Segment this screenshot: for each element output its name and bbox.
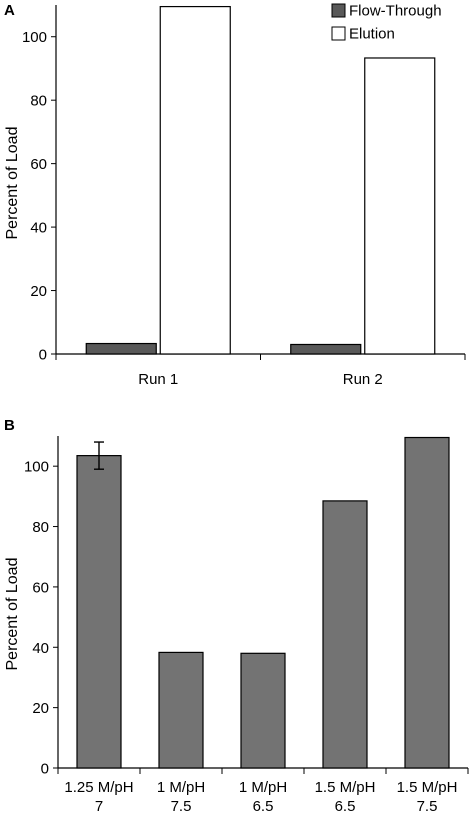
bar-condition-2	[158, 651, 204, 769]
panel-a-y-tick-label: 20	[30, 283, 47, 300]
panel-b-x-tick-label: 1 M/pH	[157, 779, 205, 796]
panel-b-y-tick-label: 40	[32, 640, 49, 657]
panel-a-y-tick-label: 100	[22, 29, 47, 46]
panel-b-x-tick-label: 7	[95, 798, 103, 815]
panel-b-x-tick-label: 6.5	[253, 798, 274, 815]
legend-label-flow-through: Flow-Through	[349, 3, 442, 20]
panel-a-legend: Flow-Through Elution	[331, 3, 442, 43]
legend-swatch-elution	[331, 26, 346, 41]
bar-flow-through-run-2	[290, 343, 362, 355]
panel-b-y-tick-label: 20	[32, 700, 49, 717]
legend-swatch-flow-through	[331, 3, 346, 18]
panel-a-x-tick-label: Run 2	[343, 371, 383, 388]
panel-a-y-tick-label: 40	[30, 220, 47, 237]
panel-b-x-tick-label: 1 M/pH	[239, 779, 287, 796]
panel-b-y-tick-label: 100	[24, 459, 49, 476]
panel-a-y-axis-label: Percent of Load	[4, 127, 21, 240]
panel-b-x-tick-label: 6.5	[335, 798, 356, 815]
panel-b-x-tick-label: 1.25 M/pH	[64, 779, 133, 796]
panel-b-chart: B Percent of Load 0 20 40 60 80 100 1.25 M/pH 7…	[4, 417, 469, 815]
panel-a-y-tick-label: 0	[39, 347, 47, 364]
bar-condition-4	[322, 500, 368, 769]
panel-b-y-tick-label: 0	[41, 761, 49, 778]
panel-a-y-tick-label: 60	[30, 156, 47, 173]
panel-b-y-tick-label: 60	[32, 579, 49, 596]
panel-b-x-tick-label: 1.5 M/pH	[397, 779, 458, 796]
panel-b-y-tick-label: 80	[32, 519, 49, 536]
panel-a-chart: A Percent of Load Flow-Through Elution 0…	[4, 2, 466, 388]
bar-condition-3	[240, 652, 286, 769]
panel-a-y-tick-label: 80	[30, 93, 47, 110]
panel-b-label: B	[4, 417, 15, 434]
bar-elution-run-2	[364, 57, 436, 355]
bar-elution-run-1	[159, 5, 231, 355]
panel-b-x-tick-label: 1.5 M/pH	[315, 779, 376, 796]
panel-b-x-tick-label: 7.5	[171, 798, 192, 815]
panel-b-y-axis-label: Percent of Load	[4, 558, 21, 671]
panel-b-x-tick-label: 7.5	[417, 798, 438, 815]
bar-condition-1	[76, 455, 122, 769]
panel-a-label: A	[4, 2, 15, 19]
panel-a-x-tick-label: Run 1	[138, 371, 178, 388]
bar-condition-5	[404, 436, 450, 769]
bar-flow-through-run-1	[85, 342, 157, 355]
legend-label-elution: Elution	[349, 26, 395, 43]
